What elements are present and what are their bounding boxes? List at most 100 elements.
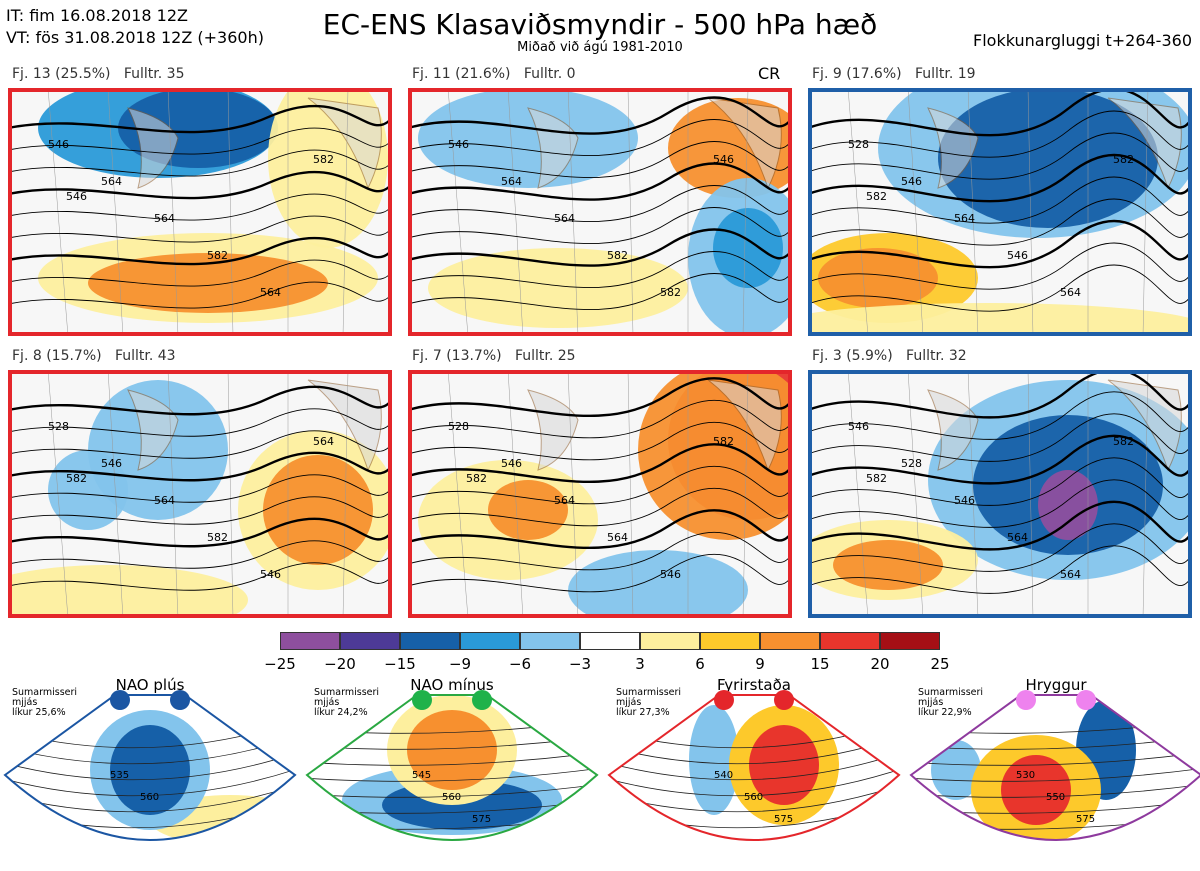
regime-map: 530 550 575: [909, 690, 1200, 841]
contour-label: 582: [313, 153, 334, 166]
contour-label: 528: [48, 420, 69, 433]
cluster-caption: Fj. 8 (15.7%) Fulltr. 43: [12, 348, 176, 364]
contour-label: 564: [313, 435, 334, 448]
contour-label: 564: [954, 212, 975, 225]
cluster-caption: Fj. 13 (25.5%) Fulltr. 35: [12, 66, 185, 82]
contour-label: 582: [207, 531, 228, 544]
regime-marker-dot: [1016, 690, 1036, 710]
colorbar-segment: [280, 632, 340, 650]
regime-contour-label: 550: [1046, 792, 1065, 803]
regime-contour-label: 545: [412, 770, 431, 781]
colorbar-segment: [640, 632, 700, 650]
colorbar-segment: [760, 632, 820, 650]
contour-label: 582: [66, 472, 87, 485]
cluster-map-panel: 528 546 564 582 546 564 582: [8, 370, 392, 618]
regime-note: Sumarmisseri mjjás líkur 25,6%: [12, 687, 78, 718]
regime-note: Sumarmisseri mjjás líkur 24,2%: [314, 687, 380, 718]
contour-label: 564: [554, 494, 575, 507]
regime-title: NAO mínus: [410, 676, 494, 694]
contour-label: 564: [1007, 531, 1028, 544]
regime-contour-label: 540: [714, 770, 733, 781]
contour-label: 564: [607, 531, 628, 544]
regime-marker-dot: [412, 690, 432, 710]
contour-label: 546: [954, 494, 975, 507]
regime-title: Hryggur: [1025, 676, 1087, 694]
contour-label: 528: [848, 138, 869, 151]
cluster-caption: Fj. 9 (17.6%) Fulltr. 19: [812, 66, 976, 82]
contour-label: 546: [260, 568, 281, 581]
colorbar-tick-label: 25: [930, 655, 950, 673]
cluster-mark: CR: [758, 64, 781, 83]
cluster-map: 528 546 564 546 564 582 582: [808, 88, 1192, 336]
cluster-map: 528 546 564 564 546 582 582: [408, 370, 792, 618]
colorbar-tick-label: 15: [810, 655, 830, 673]
cluster-map-panel: 546 564 564 582 564 582 546: [8, 88, 392, 336]
classification-window: Flokkunargluggi t+264-360: [973, 31, 1192, 50]
colorbar-segment: [400, 632, 460, 650]
regime-map: 535 560: [3, 690, 297, 841]
cluster-map: 546 528 546 564 564 582 582: [808, 370, 1192, 618]
contour-label: 528: [901, 457, 922, 470]
colorbar-tick-label: −3: [568, 655, 592, 673]
contour-label: 564: [260, 286, 281, 299]
contour-label: 564: [154, 494, 175, 507]
colorbar-segment: [580, 632, 640, 650]
regime-contour-label: 575: [1076, 814, 1095, 825]
colorbar-tick-label: 9: [755, 655, 765, 673]
regime-contour-label: 560: [442, 792, 461, 803]
colorbar-segment: [460, 632, 520, 650]
contour-label: 582: [866, 472, 887, 485]
cluster-map-panel: 546 564 564 582 582 546: [408, 88, 792, 336]
contour-label: 546: [713, 153, 734, 166]
contour-label: 564: [1060, 568, 1081, 581]
colorbar-segment: [700, 632, 760, 650]
contour-label: 564: [101, 175, 122, 188]
contour-label: 582: [660, 286, 681, 299]
colorbar-segment: [520, 632, 580, 650]
regime-marker-dot: [714, 690, 734, 710]
regime-marker-dot: [472, 690, 492, 710]
contour-label: 582: [1113, 435, 1134, 448]
contour-label: 546: [901, 175, 922, 188]
regime-marker-dot: [110, 690, 130, 710]
page-subtitle: Miðað við ágú 1981-2010: [517, 40, 683, 55]
cluster-map: 546 564 564 582 582 546: [408, 88, 792, 336]
regime-title: NAO plús: [115, 676, 185, 694]
contour-label: 582: [1113, 153, 1134, 166]
contour-label: 546: [66, 190, 87, 203]
contour-label: 546: [101, 457, 122, 470]
cluster-map: 528 546 564 582 546 564 582: [8, 370, 392, 618]
regime-contour-label: 575: [774, 814, 793, 825]
colorbar-tick-label: 20: [870, 655, 890, 673]
cluster-caption: Fj. 3 (5.9%) Fulltr. 32: [812, 348, 967, 364]
colorbar-tick-label: −25: [264, 655, 296, 673]
regime-title: Fyrirstaða: [717, 676, 791, 694]
contour-label: 564: [154, 212, 175, 225]
contour-label: 582: [466, 472, 487, 485]
contour-label: 546: [448, 138, 469, 151]
header-info: IT: fim 16.08.2018 12Z VT: fös 31.08.201…: [6, 5, 264, 49]
contour-label: 546: [848, 420, 869, 433]
colorbar-tick-label: −6: [508, 655, 532, 673]
colorbar-tick-label: 3: [635, 655, 645, 673]
colorbar-tick-label: 6: [695, 655, 705, 673]
contour-label: 582: [713, 435, 734, 448]
regime-marker-dot: [170, 690, 190, 710]
contour-label: 546: [501, 457, 522, 470]
contour-label: 582: [607, 249, 628, 262]
colorbar-segment: [820, 632, 880, 650]
contour-label: 528: [448, 420, 469, 433]
cluster-map-panel: 528 546 564 564 546 582 582: [408, 370, 792, 618]
valid-time: VT: fös 31.08.2018 12Z (+360h): [6, 28, 264, 47]
regime-note: Sumarmisseri mjjás líkur 27,3%: [616, 687, 682, 718]
colorbar-tick-label: −15: [384, 655, 416, 673]
cluster-caption: Fj. 11 (21.6%) Fulltr. 0: [412, 66, 576, 82]
colorbar-segment: [340, 632, 400, 650]
cluster-map: 546 564 564 582 564 582 546: [8, 88, 392, 336]
cluster-map-panel: 528 546 564 546 564 582 582: [808, 88, 1192, 336]
colorbar-tick-label: −20: [324, 655, 356, 673]
regime-map: 540 560 575: [607, 690, 901, 841]
regime-contour-label: 535: [110, 770, 129, 781]
regime-marker-dot: [1076, 690, 1096, 710]
contour-label: 546: [48, 138, 69, 151]
